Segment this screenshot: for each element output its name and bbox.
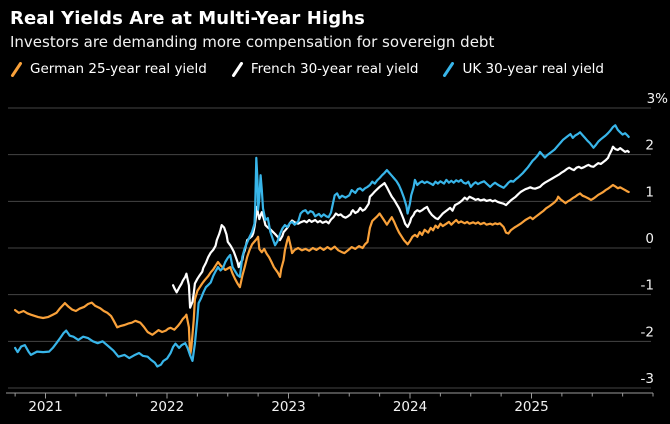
legend-item-french-30-year-real-yield: French 30-year real yield — [231, 61, 419, 77]
series-line-german-25-year-real-yield — [14, 183, 630, 357]
legend-slash-icon — [11, 61, 22, 77]
y-axis-label-3: 3% — [647, 91, 669, 107]
y-axis-label--2: -2 — [641, 324, 654, 340]
legend-label: French 30-year real yield — [250, 61, 419, 77]
y-axis-label-0: 0 — [645, 231, 654, 247]
y-axis-label--1: -1 — [641, 278, 654, 294]
legend-item-uk-30-year-real-yield: UK 30-year real yield — [442, 61, 604, 77]
legend-item-german-25-year-real-yield: German 25-year real yield — [10, 61, 207, 77]
x-axis-label-2023: 2023 — [271, 399, 305, 415]
series-line-uk-30-year-real-yield — [14, 124, 630, 368]
chart-header: Real Yields Are at Multi-Year Highs Inve… — [0, 0, 670, 77]
legend-label: German 25-year real yield — [30, 61, 207, 77]
x-axis-label-2021: 2021 — [28, 399, 62, 415]
legend-slash-icon — [443, 61, 455, 77]
chart-title: Real Yields Are at Multi-Year Highs — [10, 8, 365, 29]
legend-slash-icon — [231, 61, 243, 77]
x-axis-label-2024: 2024 — [393, 399, 427, 415]
y-axis-label-2: 2 — [645, 138, 654, 154]
chart-subtitle: Investors are demanding more compensatio… — [10, 33, 495, 51]
y-axis-label--3: -3 — [641, 371, 654, 387]
series-line-french-30-year-real-yield — [172, 145, 630, 309]
x-axis-label-2025: 2025 — [514, 399, 548, 415]
legend: German 25-year real yield French 30-year … — [10, 61, 660, 77]
x-axis-label-2022: 2022 — [150, 399, 184, 415]
legend-label: UK 30-year real yield — [462, 61, 604, 77]
y-axis-label-1: 1 — [645, 184, 654, 200]
